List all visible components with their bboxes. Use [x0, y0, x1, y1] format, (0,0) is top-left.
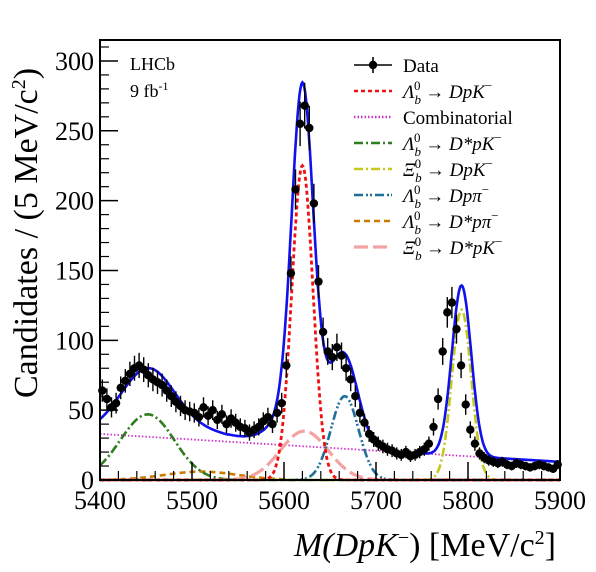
data-point — [116, 383, 125, 393]
data-point — [323, 347, 332, 356]
legend-entry: Λb0 → DpK− — [401, 78, 492, 107]
data-point — [194, 412, 204, 422]
y-tick-label: 300 — [55, 47, 94, 76]
y-tick-label: 100 — [55, 326, 94, 355]
data-point — [157, 380, 167, 390]
luminosity-label: 9 fb-1 — [130, 79, 169, 101]
data-point — [346, 375, 355, 384]
data-point — [470, 439, 480, 448]
data-point — [466, 425, 475, 434]
legend-entry: Combinatorial — [403, 108, 513, 129]
y-tick-label: 150 — [55, 256, 94, 285]
data-point — [199, 403, 208, 412]
data-point — [167, 391, 176, 401]
data-point — [213, 415, 222, 425]
experiment-label: LHCb — [130, 54, 175, 74]
data-point — [305, 123, 314, 133]
y-tick-label: 0 — [81, 466, 94, 495]
data-point — [222, 419, 231, 429]
plot-frame — [99, 39, 561, 481]
data-point — [125, 369, 135, 379]
curve-total — [99, 80, 560, 464]
legend-entry: Λb0 → D*pπ− — [401, 208, 499, 237]
data-point — [443, 308, 452, 317]
data-point — [139, 365, 148, 374]
data-point — [433, 394, 443, 404]
data-point — [438, 347, 447, 356]
data-point — [341, 364, 351, 373]
data-point — [286, 269, 296, 278]
data-point — [314, 277, 323, 286]
data-point — [263, 412, 273, 422]
data-point — [332, 343, 342, 352]
axis-ticks — [99, 46, 561, 481]
legend-entry: Λb0 → D*pK− — [401, 130, 502, 159]
data-point — [162, 386, 171, 395]
legend-entry: Data — [403, 56, 439, 77]
data-point — [328, 352, 337, 362]
data-point — [300, 101, 309, 110]
data-point — [318, 327, 328, 337]
x-tick-label: 5800 — [442, 486, 494, 515]
tick-labels: 5400 5500 5600 5700 5800 5900 0 50 100 150 200 250 3… — [55, 47, 586, 515]
data-point — [456, 361, 466, 370]
data-point — [102, 394, 112, 404]
data-point — [360, 418, 369, 427]
legend-marker-point — [368, 60, 378, 70]
legend-entry: Ξb0 → DpK− — [403, 156, 493, 185]
x-tick-label: 5600 — [258, 486, 310, 515]
x-tick-label: 5400 — [74, 486, 126, 515]
legend-entry: Ξb0 → D*pK− — [403, 234, 502, 263]
data-point — [217, 410, 227, 419]
data-point — [291, 185, 300, 194]
data-point — [337, 351, 346, 360]
x-tick-label: 5700 — [350, 486, 402, 515]
y-tick-label: 200 — [55, 187, 94, 216]
legend-entry: Λb0 → Dpπ− — [401, 182, 489, 211]
data-point — [295, 119, 305, 129]
data-point — [424, 439, 434, 448]
data-point — [351, 391, 360, 401]
x-tick-label: 5500 — [166, 486, 218, 515]
data-point — [461, 400, 470, 409]
data-point — [254, 422, 263, 432]
y-tick-label: 250 — [55, 117, 94, 146]
data-point — [272, 408, 282, 418]
data-point — [208, 405, 217, 415]
data-point — [268, 419, 277, 429]
curve-Lb_DpK — [100, 163, 560, 482]
data-point — [420, 445, 429, 454]
data-point — [447, 298, 457, 307]
data-point — [452, 324, 461, 334]
data-point — [355, 408, 365, 418]
data-point — [121, 376, 130, 386]
data-point — [203, 411, 213, 420]
x-axis-title: M(DpK−) [MeV/c2] — [293, 527, 556, 564]
data-points — [98, 82, 562, 474]
y-tick-label: 50 — [68, 396, 94, 425]
curve-Lb_Dppi — [100, 394, 560, 482]
data-point — [429, 422, 438, 432]
data-point — [364, 429, 374, 439]
data-point — [277, 398, 286, 408]
data-point — [111, 398, 121, 408]
data-point — [309, 199, 319, 208]
x-tick-label: 5900 — [534, 486, 586, 515]
y-axis-title: Candidates / (5 MeV/c2) — [8, 68, 45, 398]
data-point — [282, 361, 291, 370]
